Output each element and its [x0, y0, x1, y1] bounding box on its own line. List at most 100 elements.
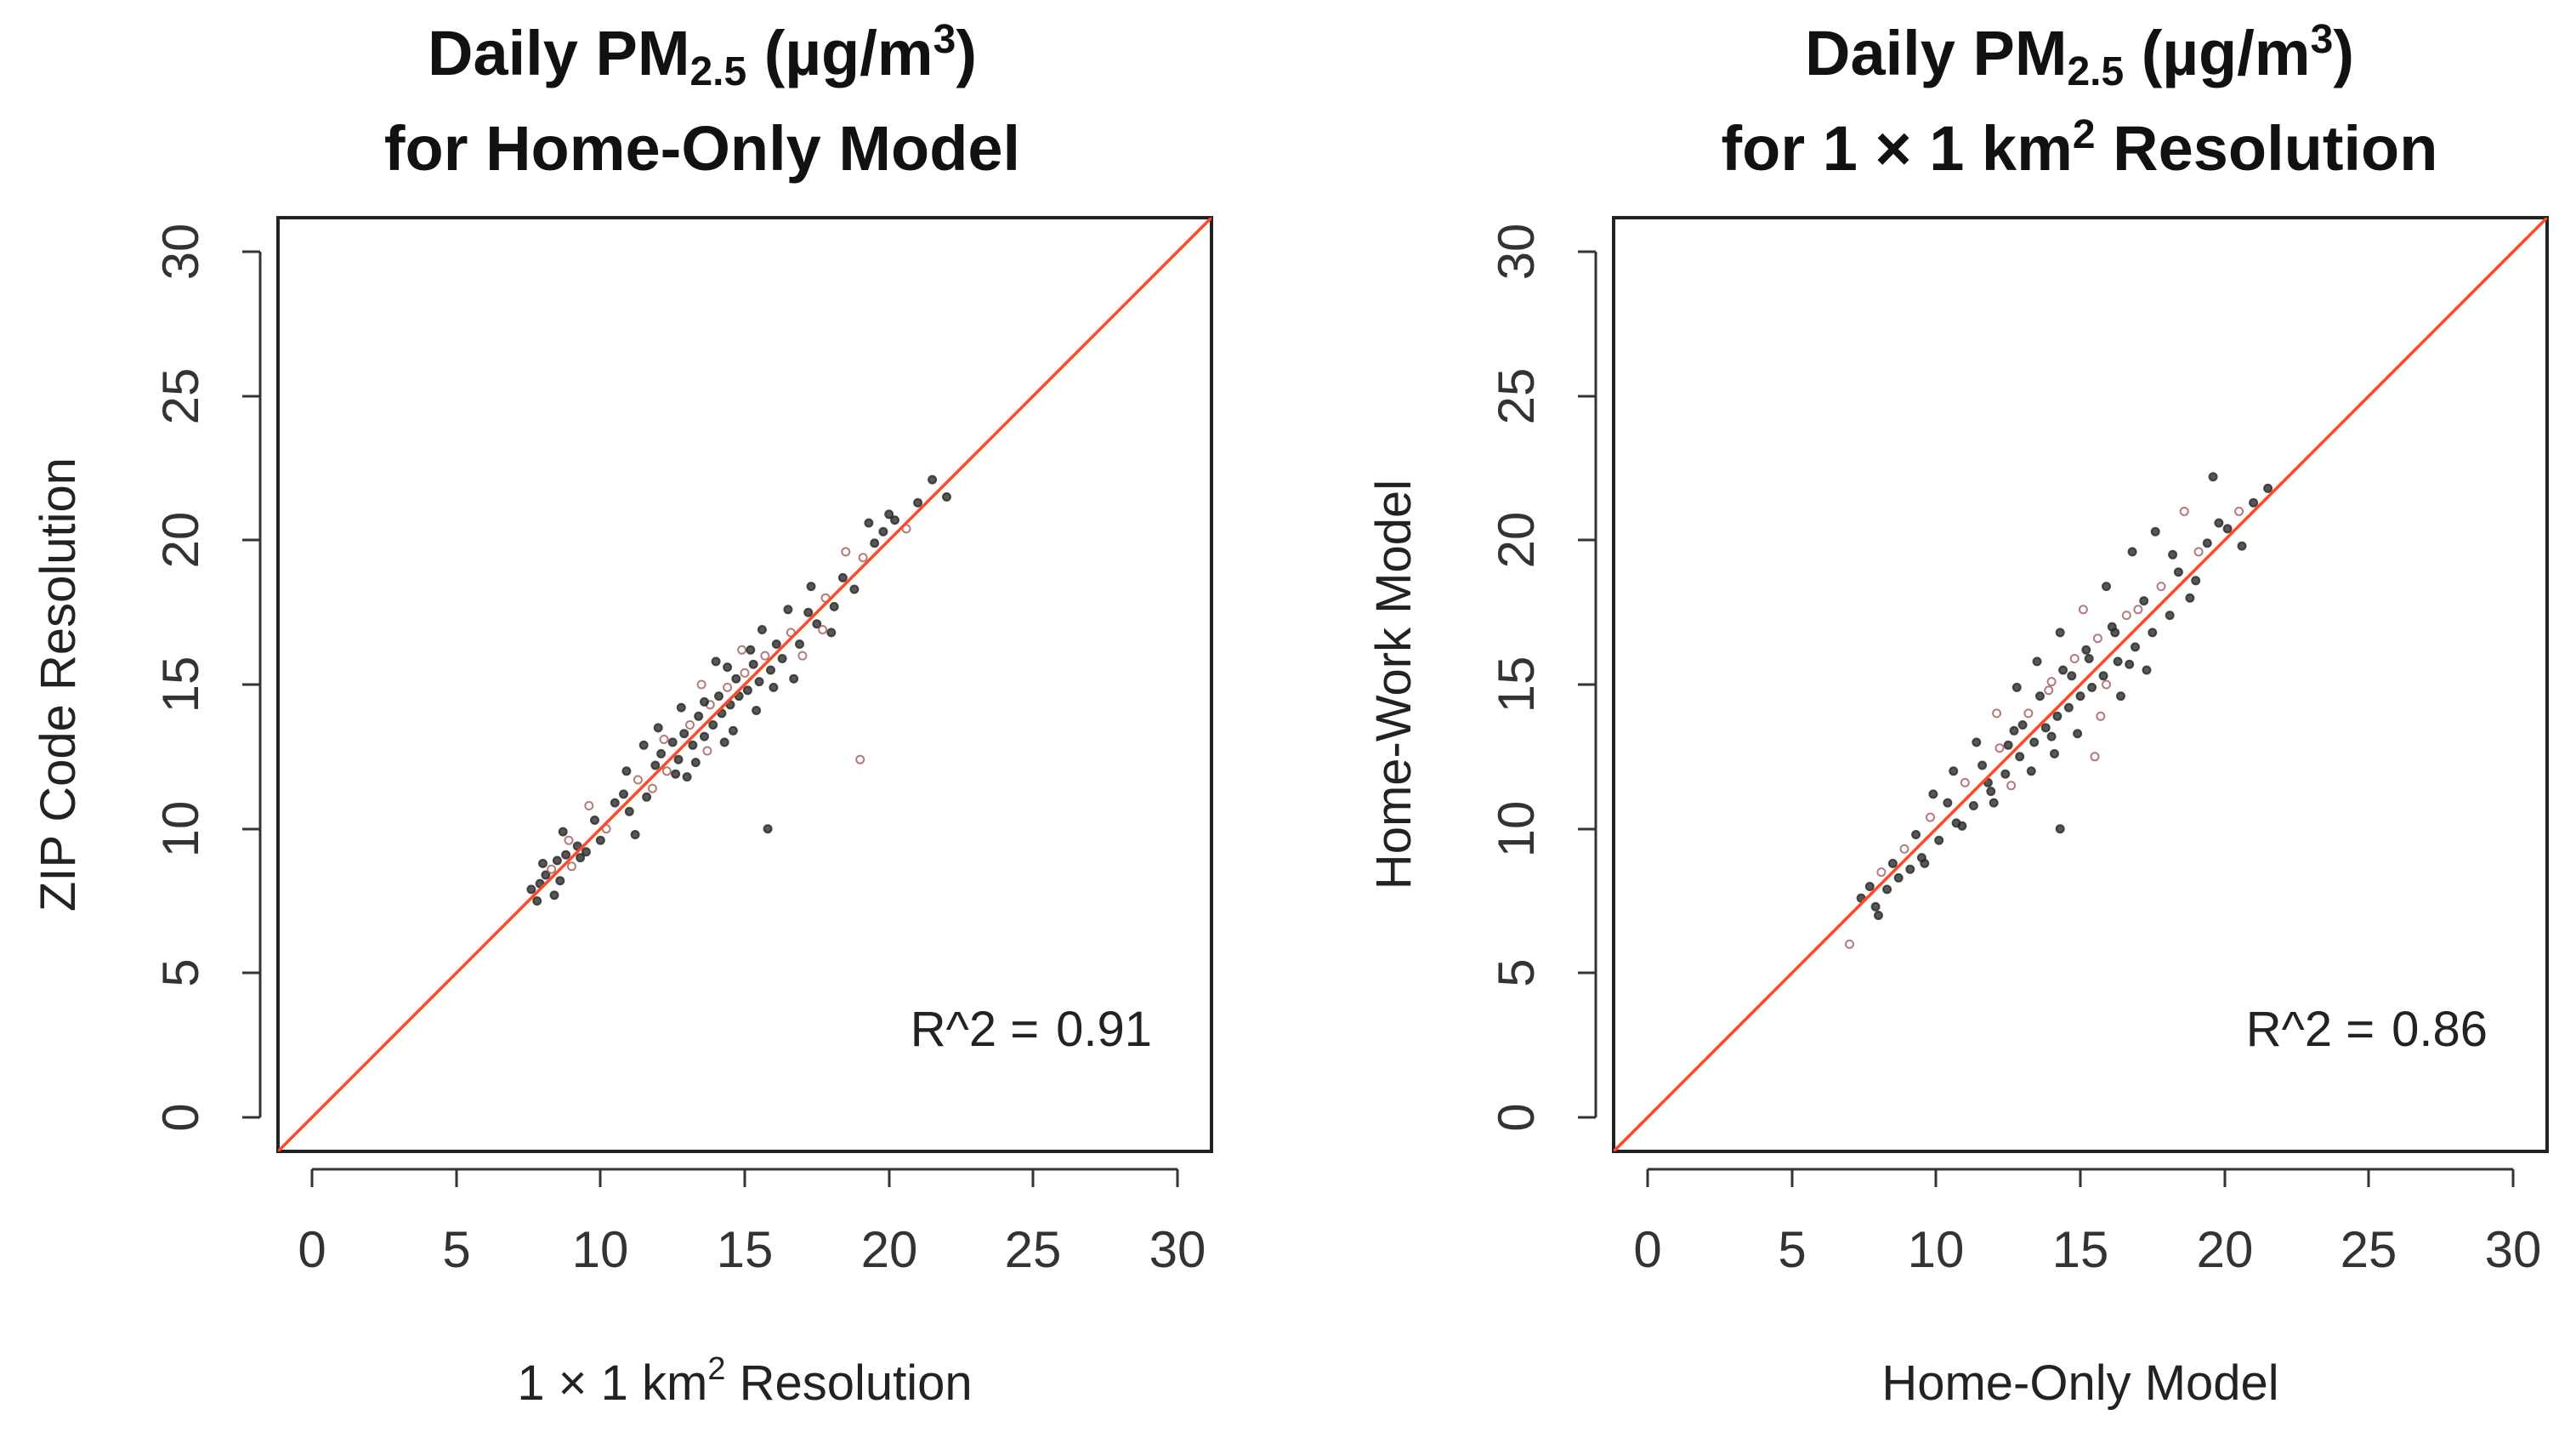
y-axis: 0 5 10 15 20 25 30 — [152, 224, 262, 1132]
scatter-point — [2102, 582, 2111, 592]
scatter-point — [2040, 723, 2051, 733]
scatter-point — [769, 682, 779, 692]
y-tick-label: 0 — [1488, 1103, 1545, 1131]
x-tick-label: 20 — [2197, 1221, 2254, 1278]
scatter-point — [2263, 483, 2273, 493]
scatter-point — [619, 789, 628, 799]
scatter-point — [2015, 752, 2025, 762]
scatter-point — [2208, 472, 2218, 482]
scatter-point — [647, 783, 657, 793]
scatter-point — [849, 584, 860, 594]
scatter-point — [2237, 541, 2247, 551]
scatter-point — [777, 654, 787, 663]
scatter-point — [2131, 642, 2140, 652]
scatter-point — [642, 792, 652, 802]
scatter-point — [742, 685, 752, 696]
scatter-point — [2055, 628, 2065, 638]
scatter-point — [661, 766, 672, 776]
scatter-points — [526, 474, 951, 906]
scatter-point — [2139, 596, 2149, 606]
x-axis-label: 1 × 1 km2 Resolution — [517, 1351, 972, 1411]
scatter-point — [870, 538, 880, 548]
scatter-point — [711, 656, 721, 667]
x-tick-label: 5 — [1778, 1221, 1806, 1278]
scatter-point — [1864, 882, 1875, 891]
scatter-point — [621, 766, 632, 776]
scatter-point — [766, 665, 775, 675]
scatter-point — [771, 639, 781, 649]
scatter-point — [2116, 691, 2125, 702]
x-tick-label: 15 — [2052, 1221, 2109, 1278]
scatter-point — [812, 619, 822, 629]
scatter-point — [2055, 824, 2065, 834]
scatter-point — [633, 775, 643, 785]
scatter-point — [1887, 858, 1898, 868]
scatter-point — [2003, 740, 2013, 750]
scatter-point — [714, 691, 723, 702]
scatter-point — [708, 720, 718, 730]
x-tick-label: 10 — [1908, 1221, 1965, 1278]
scatter-point — [2096, 711, 2106, 721]
scatter-point — [555, 876, 565, 886]
scatter-point — [532, 896, 542, 906]
scatter-point — [2046, 677, 2057, 687]
scatter-point — [748, 659, 758, 669]
scatter-point — [2078, 605, 2088, 615]
scatter-point — [2044, 685, 2054, 696]
scatter-point — [884, 509, 894, 520]
y-tick-label: 15 — [1488, 656, 1545, 713]
x-tick-label: 30 — [1149, 1221, 1206, 1278]
scatter-point — [2156, 582, 2166, 592]
x-tick-label: 0 — [298, 1221, 326, 1278]
scatter-point — [694, 711, 704, 721]
scatter-point — [576, 853, 586, 863]
reference-line — [1614, 218, 2547, 1151]
y-tick-label: 25 — [1488, 368, 1545, 425]
x-tick-label: 25 — [1005, 1221, 1062, 1278]
y-axis-label: ZIP Code Resolution — [31, 457, 86, 912]
scatter-point — [2179, 506, 2189, 516]
y-tick-label: 20 — [152, 512, 209, 569]
scatter-point — [829, 601, 839, 611]
scatter-point — [1893, 872, 1904, 883]
scatter-point — [584, 801, 594, 810]
scatter-point — [650, 760, 661, 770]
scatter-point — [679, 729, 689, 739]
x-tick-label: 30 — [2485, 1221, 2542, 1278]
scatter-point — [731, 673, 741, 684]
scatter-point — [624, 806, 634, 816]
scatter-point — [723, 682, 733, 692]
plot-frame — [276, 216, 1213, 1153]
scatter-point — [2102, 679, 2111, 690]
y-tick-label: 20 — [1488, 512, 1545, 569]
y-tick-label: 0 — [152, 1103, 209, 1131]
scatter-point — [2142, 665, 2152, 675]
scatter-point — [2000, 769, 2011, 779]
scatter-point — [826, 628, 837, 638]
scatter-point — [1874, 911, 1883, 920]
y-tick-label: 30 — [1488, 224, 1545, 281]
x-tick-label: 5 — [442, 1221, 470, 1278]
scatter-point — [763, 824, 773, 834]
scatter-point — [2006, 781, 2017, 791]
x-axis: 0 5 10 15 20 25 30 — [298, 1168, 1206, 1278]
scatter-point — [878, 526, 888, 537]
scatter-point — [541, 870, 551, 880]
scatter-point — [1905, 864, 1915, 874]
scatter-point — [1870, 901, 1881, 912]
x-axis-label: Home-Only Model — [1881, 1355, 2278, 1411]
scatter-point — [2222, 524, 2233, 534]
x-tick-label: 20 — [861, 1221, 918, 1278]
scatter-points — [1845, 472, 2273, 949]
scatter-point — [549, 890, 559, 901]
scatter-point — [2050, 748, 2059, 759]
scatter-point — [702, 746, 712, 756]
scatter-point — [1911, 830, 1921, 839]
scatter-point — [659, 735, 669, 744]
scatter-point — [676, 702, 686, 713]
scatter-point — [558, 827, 568, 837]
scatter-point — [2011, 682, 2022, 692]
scatter-point — [2098, 671, 2108, 681]
scatter-point — [552, 855, 562, 866]
scatter-point — [638, 740, 649, 750]
